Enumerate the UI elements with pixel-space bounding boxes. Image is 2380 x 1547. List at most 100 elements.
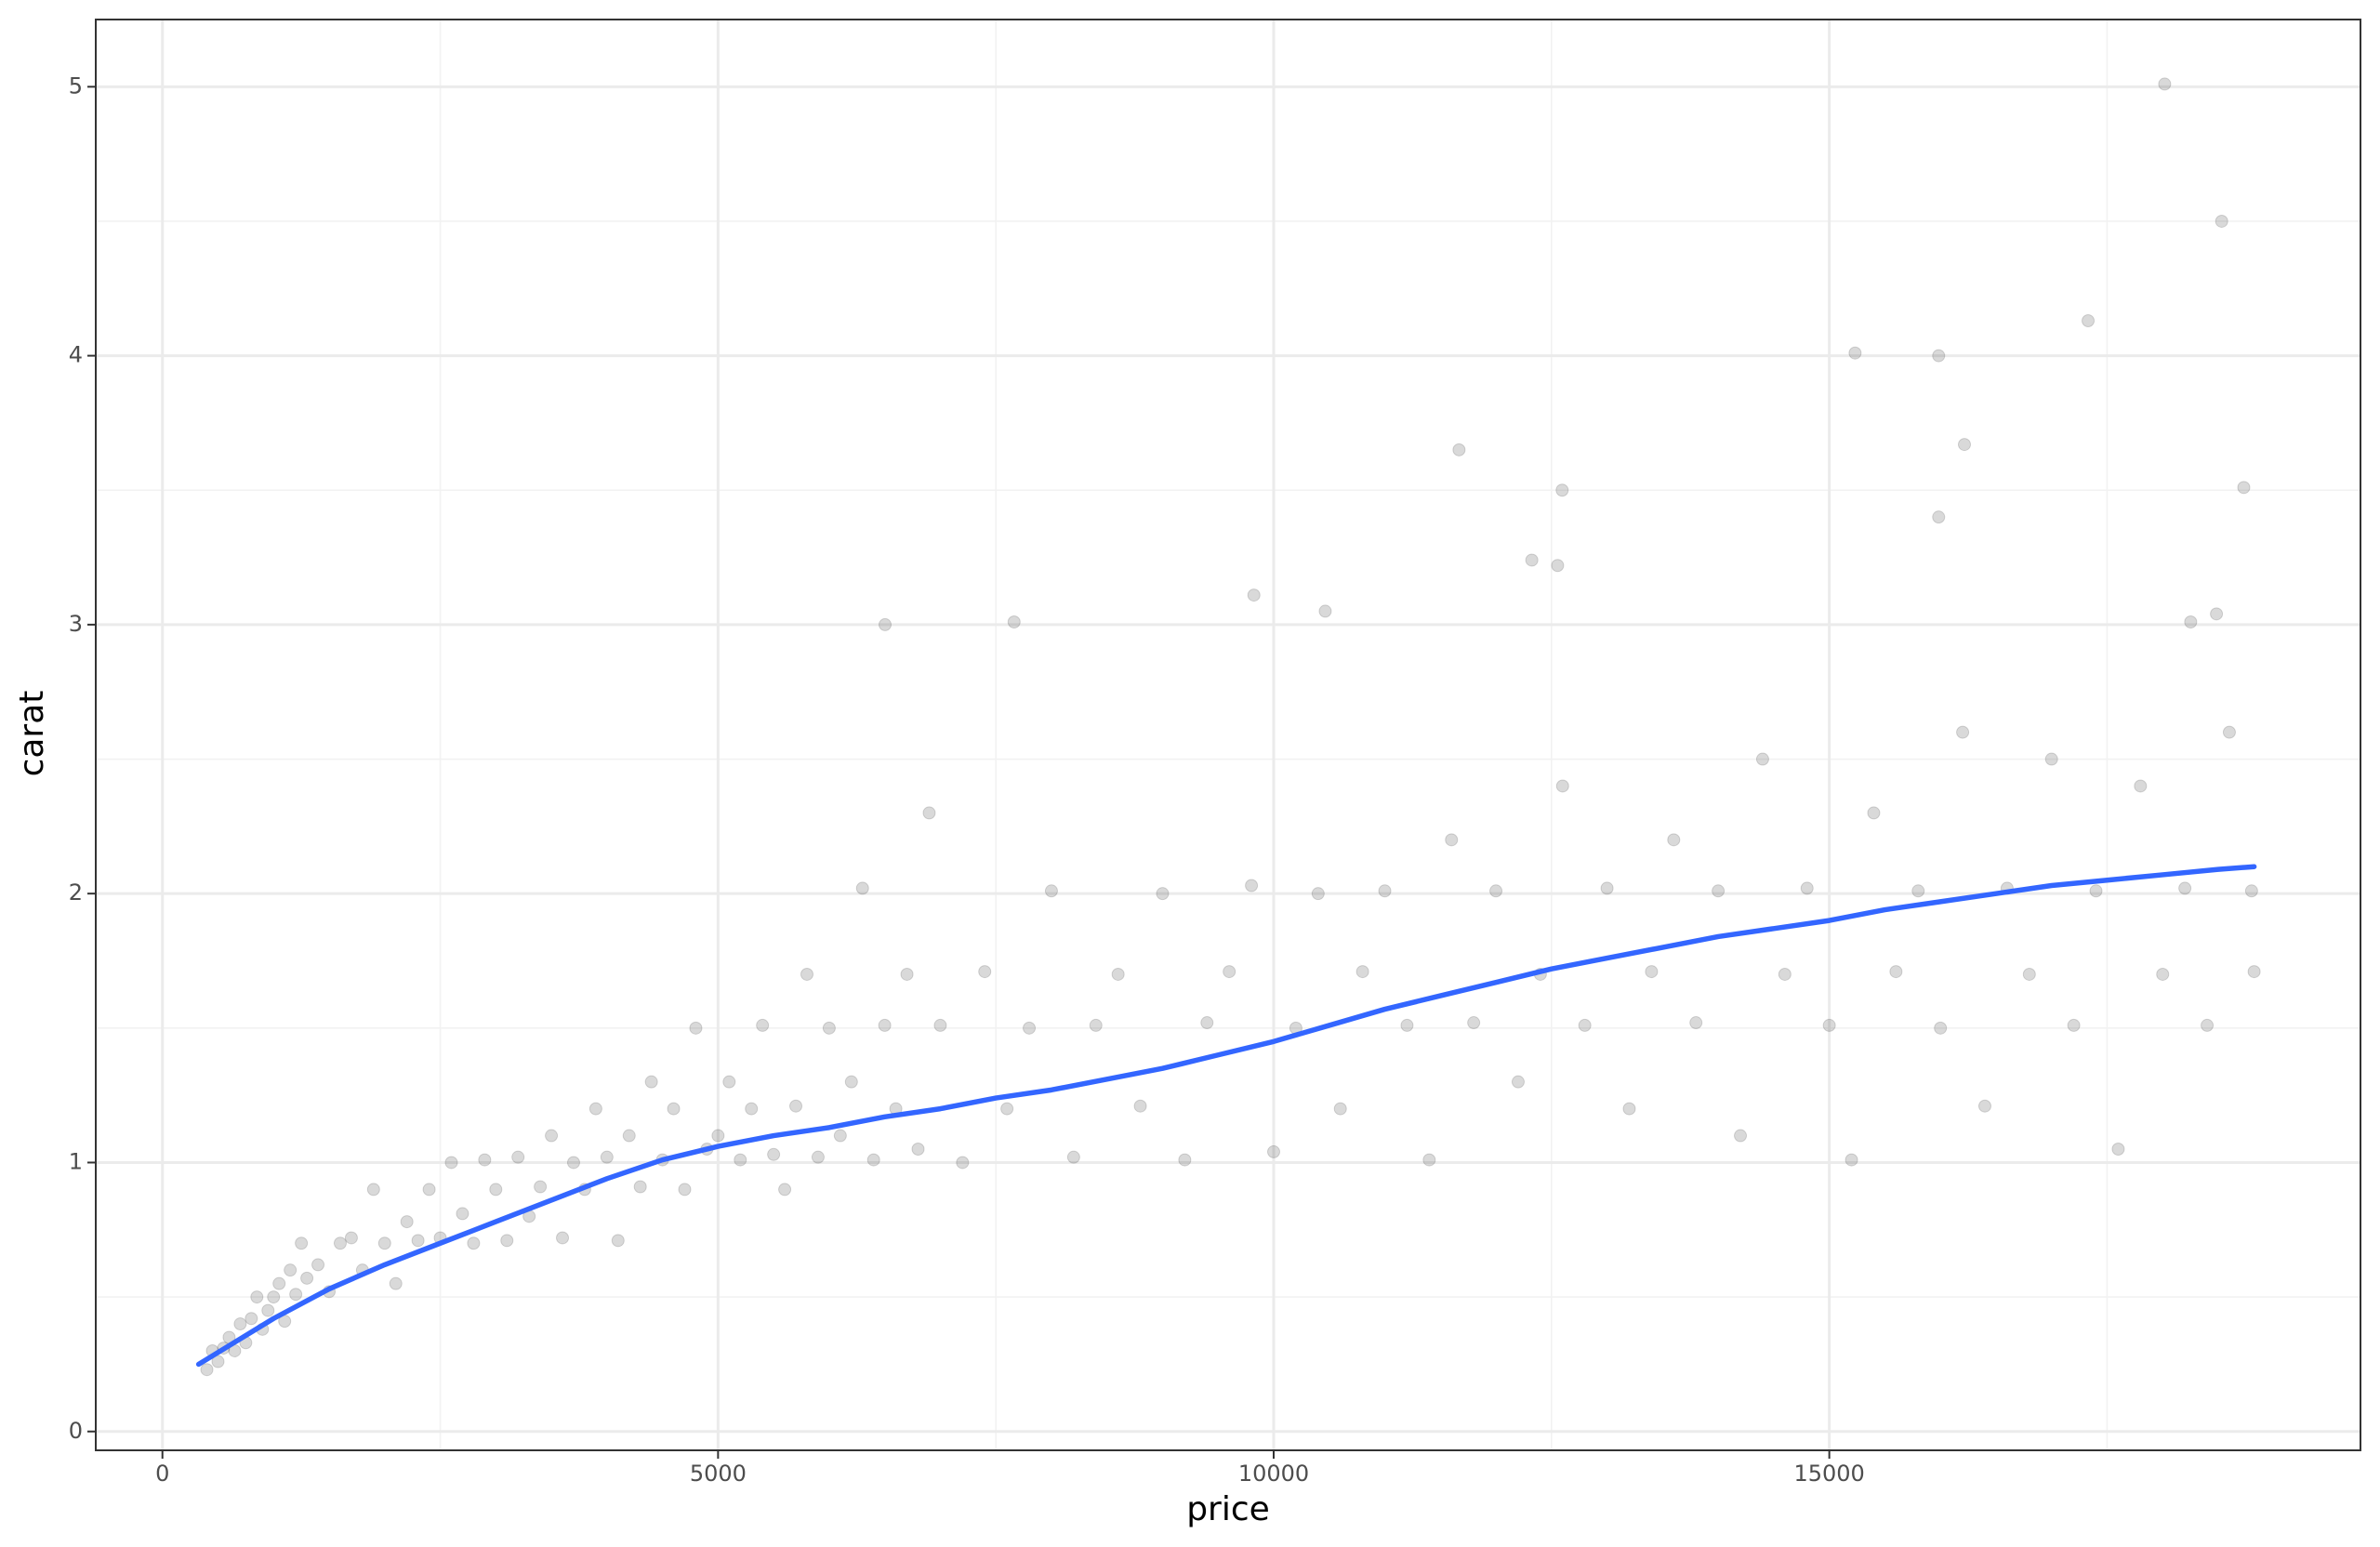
point (1734, 1129, 1748, 1143)
point (1844, 1153, 1858, 1167)
point (1578, 1018, 1592, 1032)
point (1848, 346, 1862, 360)
point (1200, 1016, 1214, 1030)
point (933, 1018, 947, 1032)
point (2089, 884, 2103, 898)
point (1889, 965, 1903, 979)
point (833, 1129, 847, 1143)
point (1452, 443, 1466, 456)
point (1525, 553, 1539, 567)
point (2210, 607, 2224, 621)
point (2111, 1143, 2125, 1156)
point (284, 1263, 298, 1277)
point (1156, 887, 1170, 901)
point (1932, 510, 1946, 524)
point (2184, 615, 2198, 628)
point (545, 1129, 559, 1143)
point (2082, 314, 2096, 327)
point (2222, 725, 2236, 739)
point (978, 965, 992, 979)
point (811, 1150, 825, 1164)
point (2215, 214, 2228, 228)
point (1422, 1153, 1436, 1167)
point (456, 1207, 469, 1221)
point (1555, 483, 1569, 497)
point (1355, 965, 1369, 979)
x-tick-label: 10000 (1238, 1461, 1309, 1487)
point (344, 1231, 358, 1245)
point (2178, 881, 2192, 895)
point (689, 1021, 703, 1035)
y-axis-title: carat (13, 691, 51, 777)
point (1089, 1018, 1103, 1032)
point (734, 1153, 747, 1167)
point (289, 1288, 303, 1302)
point (1867, 806, 1881, 820)
point (200, 1363, 214, 1377)
point (2237, 481, 2251, 495)
y-tick-label: 2 (69, 879, 83, 906)
point (1778, 967, 1792, 981)
point (1956, 725, 1970, 739)
point (250, 1290, 264, 1304)
point (745, 1102, 759, 1116)
point (272, 1276, 286, 1290)
point (622, 1129, 636, 1143)
point (822, 1021, 836, 1035)
y-tick-label: 5 (69, 73, 83, 99)
point (1957, 438, 1971, 452)
x-axis-title: price (1186, 1490, 1270, 1528)
point (789, 1099, 803, 1113)
point (911, 1143, 925, 1156)
point (1245, 879, 1259, 892)
point (2067, 1018, 2081, 1032)
point (866, 1153, 880, 1167)
point (1400, 1018, 1414, 1032)
point (478, 1153, 492, 1167)
x-tick-label: 5000 (690, 1461, 747, 1487)
point (311, 1258, 325, 1272)
point (467, 1236, 481, 1250)
point (778, 1183, 792, 1197)
point (633, 1180, 647, 1194)
point (600, 1150, 614, 1164)
point (1489, 884, 1503, 898)
smooth-line (195, 864, 2257, 1368)
point (611, 1234, 625, 1248)
y-tick-label: 1 (69, 1148, 83, 1174)
point (1333, 1102, 1347, 1116)
panel-border (95, 19, 2361, 1451)
point (1133, 1099, 1147, 1113)
point (1023, 1021, 1037, 1035)
point (1667, 833, 1681, 847)
point (722, 1075, 736, 1089)
point (1689, 1016, 1703, 1030)
point (333, 1236, 347, 1250)
point (1551, 559, 1565, 573)
point (1223, 965, 1236, 979)
point (1600, 881, 1614, 895)
point (900, 967, 914, 981)
point (2022, 967, 2036, 981)
point (644, 1075, 658, 1089)
point (800, 967, 813, 981)
point (588, 1102, 602, 1116)
point (2244, 884, 2258, 898)
point (511, 1150, 525, 1164)
point (1911, 884, 1925, 898)
point (566, 1156, 580, 1170)
point (1755, 752, 1769, 766)
point (1111, 967, 1125, 981)
point (922, 806, 936, 820)
point (756, 1018, 770, 1032)
point (878, 1018, 892, 1032)
point (1712, 884, 1726, 898)
point (489, 1183, 503, 1197)
point (1934, 1021, 1948, 1035)
point (956, 1156, 970, 1170)
point (844, 1075, 858, 1089)
point (879, 617, 892, 631)
y-tick-label: 3 (69, 611, 83, 637)
point (1318, 604, 1332, 618)
